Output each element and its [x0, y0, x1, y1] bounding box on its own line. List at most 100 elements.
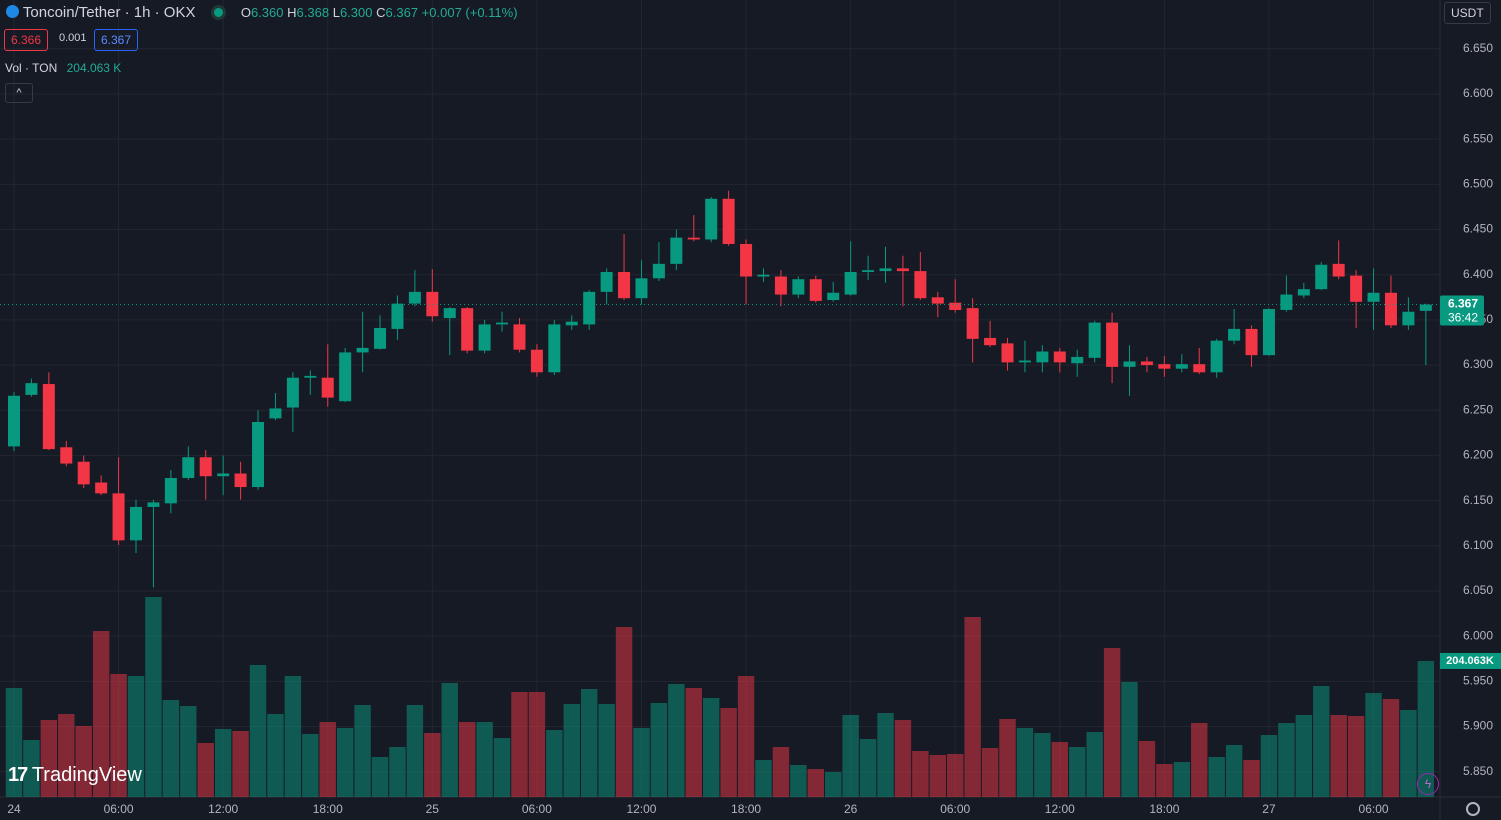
- volume-bar: [92, 631, 110, 797]
- volume-bar: [685, 688, 702, 797]
- y-tick-label: 6.150: [1463, 493, 1493, 507]
- y-tick-label: 6.000: [1463, 628, 1493, 642]
- spread: 0.001: [59, 32, 87, 44]
- volume-bar: [859, 739, 877, 797]
- volume-bar: [650, 703, 668, 797]
- buy-button[interactable]: 6.367: [94, 29, 139, 51]
- volume-bar: [1347, 716, 1365, 797]
- volume-bar: [580, 689, 598, 797]
- volume-bar: [58, 714, 75, 797]
- volume-bar: [232, 731, 249, 797]
- price-axis-bg: [1440, 0, 1501, 820]
- volume-bar: [284, 676, 302, 797]
- lightning-button[interactable]: ϟ: [1417, 773, 1439, 795]
- volume-bar: [598, 704, 615, 797]
- y-tick-label: 5.850: [1463, 764, 1493, 778]
- volume-bar: [1313, 686, 1330, 797]
- candle-body: [809, 279, 822, 301]
- candle-body: [827, 292, 840, 301]
- volume-bar: [1295, 715, 1313, 797]
- candle-body: [95, 482, 108, 494]
- volume-value: 204.063 K: [66, 61, 122, 75]
- volume-bar: [772, 747, 790, 797]
- candle-body: [1332, 263, 1345, 277]
- volume-bar: [702, 698, 720, 797]
- y-tick-label: 6.550: [1463, 131, 1493, 145]
- currency-button[interactable]: USDT: [1444, 2, 1491, 24]
- logo: 17 TradingView: [8, 764, 142, 786]
- volume-bar: [633, 728, 650, 797]
- x-tick-label: 18:00: [313, 802, 343, 816]
- volume-bar: [1173, 762, 1191, 797]
- y-tick-label: 6.200: [1463, 448, 1493, 462]
- volume-bar: [737, 676, 755, 797]
- candle-body: [1228, 328, 1241, 341]
- volume-bar: [929, 755, 947, 797]
- candle-body: [1158, 364, 1171, 369]
- ohlc-key: O: [240, 5, 251, 20]
- candle-body: [1175, 364, 1188, 369]
- volume-bar: [214, 729, 232, 797]
- y-tick-label: 6.100: [1463, 538, 1493, 552]
- logo-text: TradingView: [31, 764, 142, 786]
- candle-body: [1053, 351, 1066, 363]
- volume-bar: [75, 726, 92, 797]
- volume-bar: [1191, 723, 1208, 797]
- y-tick-label: 6.050: [1463, 583, 1493, 597]
- x-tick-label: 27: [1262, 802, 1276, 816]
- candle-body: [1088, 322, 1101, 358]
- candle-body: [321, 377, 334, 398]
- x-tick-label: 06:00: [1359, 802, 1389, 816]
- candle-body: [914, 271, 927, 299]
- volume-bar: [1103, 648, 1121, 797]
- sell-button[interactable]: 6.366: [4, 29, 49, 51]
- collapse-button[interactable]: ^: [5, 83, 33, 103]
- candle-body: [565, 321, 578, 326]
- volume-bar: [912, 751, 929, 797]
- volume-bar: [1016, 728, 1034, 797]
- y-tick-label: 6.300: [1463, 357, 1493, 371]
- volume-bar: [790, 765, 807, 797]
- settings-button[interactable]: [1466, 802, 1480, 816]
- candle-body: [1297, 289, 1310, 296]
- candle-body: [391, 303, 404, 329]
- candle-body: [1140, 361, 1153, 366]
- volume-bar: [389, 747, 406, 797]
- candle-body: [8, 395, 20, 447]
- volume-bar: [1330, 715, 1347, 797]
- x-tick-label: 18:00: [1149, 802, 1179, 816]
- candle-body: [199, 457, 212, 477]
- candle-body: [1071, 356, 1084, 364]
- volume-bar: [668, 684, 685, 797]
- candle-body: [984, 337, 997, 346]
- ohlc-close: 6.367: [385, 5, 419, 20]
- volume-bar: [145, 597, 162, 797]
- candle-body: [304, 375, 317, 378]
- candle-body: [147, 502, 160, 507]
- candle-body: [496, 322, 509, 325]
- x-tick-label: 26: [844, 802, 858, 816]
- ohlc-low: 6.300: [339, 5, 373, 20]
- candle-body: [1036, 351, 1049, 363]
- volume-bar: [1260, 735, 1278, 797]
- ohlc-high: 6.368: [296, 5, 330, 20]
- volume-bar: [894, 720, 912, 797]
- volume-bar: [1278, 723, 1295, 797]
- candle-body: [670, 237, 683, 264]
- volume-bar: [720, 708, 737, 797]
- volume-title: Vol · TON: [5, 61, 58, 75]
- last-price-label: 6.367: [1448, 297, 1478, 311]
- candle-body: [478, 324, 491, 351]
- volume-bar: [964, 617, 981, 797]
- coin-icon: [6, 5, 19, 18]
- ohlc-key: L: [332, 5, 340, 20]
- candle-body: [879, 268, 892, 272]
- volume-bar: [1138, 741, 1156, 797]
- candle-body: [792, 279, 805, 295]
- candle-body: [896, 268, 909, 272]
- volume-bar: [319, 722, 336, 797]
- x-tick-label: 12:00: [1045, 802, 1075, 816]
- countdown-label: 36:42: [1448, 311, 1478, 325]
- volume-bar: [807, 769, 824, 797]
